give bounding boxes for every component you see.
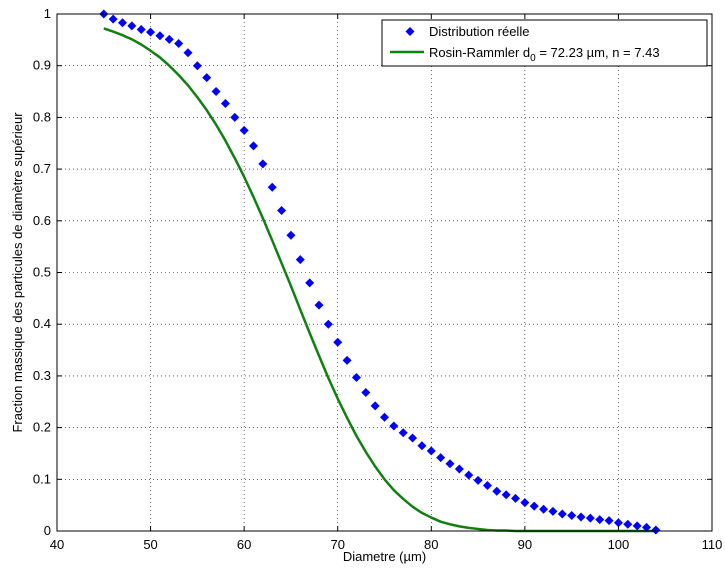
- data-point: [520, 498, 530, 508]
- x-tick-label: 60: [237, 537, 251, 552]
- y-tick-label: 0: [44, 523, 51, 538]
- y-tick-label: 0.7: [33, 161, 51, 176]
- data-point: [426, 446, 436, 456]
- data-point: [473, 475, 483, 485]
- data-point: [323, 319, 333, 329]
- x-tick-label: 50: [143, 537, 157, 552]
- data-point: [174, 38, 184, 48]
- data-point: [417, 441, 427, 451]
- y-tick-label: 0.6: [33, 213, 51, 228]
- data-point: [408, 433, 418, 443]
- data-point: [239, 125, 249, 135]
- legend: Distribution réelle Rosin-Rammler d0 = 7…: [381, 19, 708, 67]
- y-tick-label: 1: [44, 6, 51, 21]
- data-point: [202, 73, 212, 83]
- data-point: [482, 481, 492, 491]
- legend-label-fit-main: Rosin-Rammler d: [429, 45, 530, 60]
- y-tick-label: 0.4: [33, 316, 51, 331]
- legend-marker-diamond: [405, 27, 415, 36]
- data-point: [146, 27, 156, 37]
- legend-label-distribution: Distribution réelle: [429, 24, 529, 39]
- data-point: [267, 182, 277, 192]
- data-point: [445, 459, 455, 469]
- data-point: [595, 515, 605, 525]
- data-point: [211, 87, 221, 97]
- legend-label-fit-sub: 0: [530, 53, 536, 64]
- data-point: [230, 112, 240, 122]
- data-point: [220, 98, 230, 108]
- x-tick-label: 100: [608, 537, 630, 552]
- data-point: [585, 513, 595, 523]
- data-point: [548, 506, 558, 516]
- data-point: [511, 493, 520, 503]
- y-tick-label: 0.5: [33, 265, 51, 280]
- x-tick-label: 110: [702, 537, 723, 552]
- data-point: [454, 464, 464, 474]
- data-point: [492, 486, 502, 496]
- data-point: [118, 18, 127, 28]
- x-tick-label: 90: [518, 537, 532, 552]
- data-point: [155, 31, 165, 41]
- data-point: [398, 428, 408, 438]
- x-tick-label: 40: [50, 537, 64, 552]
- x-tick-label: 70: [330, 537, 344, 552]
- data-point: [192, 61, 202, 71]
- data-point: [370, 401, 380, 411]
- data-point: [136, 25, 146, 35]
- data-point: [286, 230, 296, 240]
- legend-label-fit: Rosin-Rammler d0 = 72.23 µm, n = 7.43: [429, 45, 660, 64]
- data-point: [557, 509, 567, 519]
- data-point: [576, 512, 586, 522]
- y-tick-label: 0.2: [33, 420, 51, 435]
- data-point: [436, 453, 446, 463]
- x-axis-label: Diametre (µm): [343, 549, 426, 564]
- data-point: [501, 490, 511, 500]
- data-point: [342, 355, 352, 365]
- y-tick-label: 0.3: [33, 368, 51, 383]
- data-point: [464, 470, 474, 480]
- data-point: [127, 21, 137, 31]
- data-point: [295, 255, 305, 265]
- data-point: [380, 412, 389, 422]
- data-point: [529, 501, 539, 511]
- data-point: [539, 504, 549, 514]
- ticks: 40 50 60 70 80 90 100 110 0 0.1 0.2 0.3 0.4 0.5 0.6 0.7…: [33, 6, 722, 552]
- data-point: [651, 525, 661, 535]
- legend-box: [381, 19, 708, 67]
- data-point: [277, 205, 287, 215]
- data-point: [361, 387, 371, 397]
- data-point: [632, 521, 642, 531]
- y-tick-label: 0.1: [33, 471, 51, 486]
- data-point: [623, 519, 633, 529]
- data-point: [314, 300, 324, 310]
- y-axis-label: Fraction massique des particules de diam…: [10, 112, 25, 433]
- data-point: [249, 141, 258, 151]
- y-tick-label: 0.8: [33, 109, 51, 124]
- y-tick-label: 0.9: [33, 58, 51, 73]
- data-point: [305, 278, 315, 288]
- data-point: [351, 372, 361, 382]
- data-point: [389, 421, 399, 431]
- data-point: [183, 48, 193, 58]
- data-point: [108, 14, 118, 24]
- data-point: [333, 337, 343, 347]
- data-point: [613, 518, 623, 528]
- data-point: [164, 34, 174, 44]
- data-point: [567, 510, 577, 520]
- plot-area: [57, 14, 712, 531]
- data-point: [604, 516, 614, 526]
- x-tick-label: 80: [424, 537, 438, 552]
- series-points-group: [99, 9, 661, 535]
- data-point: [642, 522, 651, 532]
- legend-label-fit-suffix: = 72.23 µm, n = 7.43: [536, 45, 660, 60]
- data-point: [258, 159, 268, 169]
